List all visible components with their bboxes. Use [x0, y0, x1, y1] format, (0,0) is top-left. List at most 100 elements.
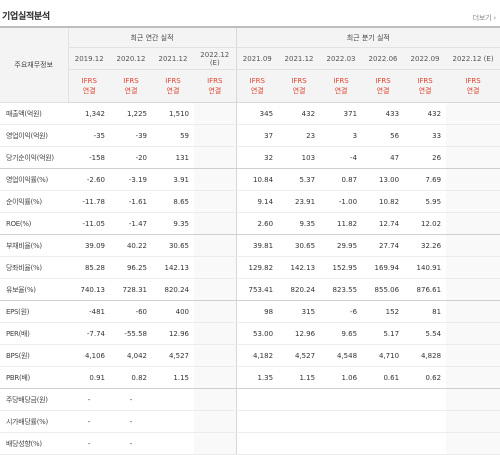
table-cell: 1.15	[152, 366, 194, 389]
table-cell: 820.24	[152, 278, 194, 301]
table-cell	[194, 102, 237, 125]
table-cell	[194, 322, 237, 345]
period-header-estimate: 2022.12 (E)	[446, 47, 500, 70]
table-row: PBR(배) 0.91 0.82 1.15 1.35 1.15 1.06 0.61 0.62	[0, 366, 500, 389]
table-cell	[194, 256, 237, 279]
quarter-group-header: 최근 분기 실적	[235, 26, 500, 48]
table-cell: 315	[278, 300, 321, 323]
table-cell: 0.82	[110, 366, 152, 389]
period-header: 2022.03	[320, 47, 363, 70]
table-cell: 1,225	[110, 102, 152, 125]
table-cell: 30.65	[152, 234, 194, 257]
table-cell: 432	[278, 102, 321, 125]
row-label: 순이익률(%)	[0, 190, 68, 213]
table-cell	[446, 366, 500, 389]
table-cell	[446, 278, 500, 301]
estimate-mark: (E)	[209, 58, 220, 67]
annual-group-header: 최근 연간 실적	[68, 26, 237, 48]
table-cell: 5.37	[278, 168, 321, 191]
table-body: 매출액(억원) 1,342 1,225 1,510 345 432 371 433 432 영업이…	[0, 102, 500, 455]
table-cell: 12.02	[404, 212, 447, 235]
table-cell	[278, 432, 321, 455]
table-cell: 740.13	[68, 278, 110, 301]
ifrs-standard: IFRS	[207, 77, 223, 85]
table-cell: 13.00	[362, 168, 405, 191]
table-cell: -	[68, 410, 110, 433]
table-cell	[446, 190, 500, 213]
table-cell: 3	[320, 124, 363, 147]
table-cell: 11.82	[320, 212, 363, 235]
ifrs-standard: IFRS	[333, 77, 349, 85]
table-cell	[194, 278, 237, 301]
ifrs-label: IFRS 연결	[362, 69, 405, 103]
table-cell: 1,342	[68, 102, 110, 125]
table-cell	[446, 146, 500, 169]
table-cell: -1.61	[110, 190, 152, 213]
row-label: BPS(원)	[0, 344, 68, 367]
table-cell: -39	[110, 124, 152, 147]
table-cell: 96.25	[110, 256, 152, 279]
table-cell: 0.62	[404, 366, 447, 389]
table-cell: -11.78	[68, 190, 110, 213]
period-header-estimate: 2022.12 (E)	[194, 47, 237, 70]
table-cell: -55.58	[110, 322, 152, 345]
table-cell: 56	[362, 124, 405, 147]
table-cell	[235, 410, 279, 433]
period-header: 2021.12	[152, 47, 194, 70]
table-row: 순이익률(%) -11.78 -1.61 8.65 9.14 23.91 -1.00 10.8…	[0, 190, 500, 213]
table-cell	[194, 432, 237, 455]
table-cell	[446, 102, 500, 125]
ifrs-consolidated: 연결	[166, 87, 180, 95]
row-label: 배당성향(%)	[0, 432, 68, 455]
table-cell	[194, 168, 237, 191]
table-cell: 8.65	[152, 190, 194, 213]
table-cell	[194, 124, 237, 147]
table-cell	[194, 300, 237, 323]
row-label: EPS(원)	[0, 300, 68, 323]
table-cell: -	[68, 432, 110, 455]
period-header: 2021.12	[278, 47, 321, 70]
table-cell	[446, 388, 500, 411]
table-cell: -	[110, 388, 152, 411]
table-cell: 23	[278, 124, 321, 147]
table-cell: -35	[68, 124, 110, 147]
table-cell: 152.95	[320, 256, 363, 279]
table-cell	[446, 432, 500, 455]
table-cell: 10.82	[362, 190, 405, 213]
table-cell: -6	[320, 300, 363, 323]
table-cell	[446, 300, 500, 323]
table-cell	[446, 256, 500, 279]
table-row: 영업이익률(%) -2.60 -3.19 3.91 10.84 5.37 0.87 13.00…	[0, 168, 500, 191]
table-cell: 27.74	[362, 234, 405, 257]
estimate-mark: (E)	[483, 54, 494, 63]
table-cell	[404, 410, 447, 433]
table-cell	[320, 388, 363, 411]
table-cell: 169.94	[362, 256, 405, 279]
table-cell: 4,828	[404, 344, 447, 367]
table-cell: 85.28	[68, 256, 110, 279]
period-header: 2022.06	[362, 47, 405, 70]
table-cell: 4,527	[152, 344, 194, 367]
row-label: PER(배)	[0, 322, 68, 345]
table-cell: 30.65	[278, 234, 321, 257]
table-cell: 140.91	[404, 256, 447, 279]
table-cell	[152, 388, 194, 411]
table-cell	[404, 432, 447, 455]
table-cell: 39.09	[68, 234, 110, 257]
table-cell: -11.05	[68, 212, 110, 235]
ifrs-consolidated: 연결	[124, 87, 138, 95]
more-link[interactable]: 더보기 ›	[472, 14, 497, 22]
table-cell	[362, 410, 405, 433]
section-header: 기업실적분석 더보기 ›	[0, 0, 500, 26]
ifrs-consolidated: 연결	[292, 87, 306, 95]
table-cell	[235, 432, 279, 455]
table-cell	[278, 410, 321, 433]
table-cell: -1.00	[320, 190, 363, 213]
table-cell	[446, 344, 500, 367]
table-cell: 9.65	[320, 322, 363, 345]
table-cell: 400	[152, 300, 194, 323]
table-cell: 5.95	[404, 190, 447, 213]
ifrs-label: IFRS 연결	[278, 69, 321, 103]
table-cell: 4,182	[235, 344, 279, 367]
